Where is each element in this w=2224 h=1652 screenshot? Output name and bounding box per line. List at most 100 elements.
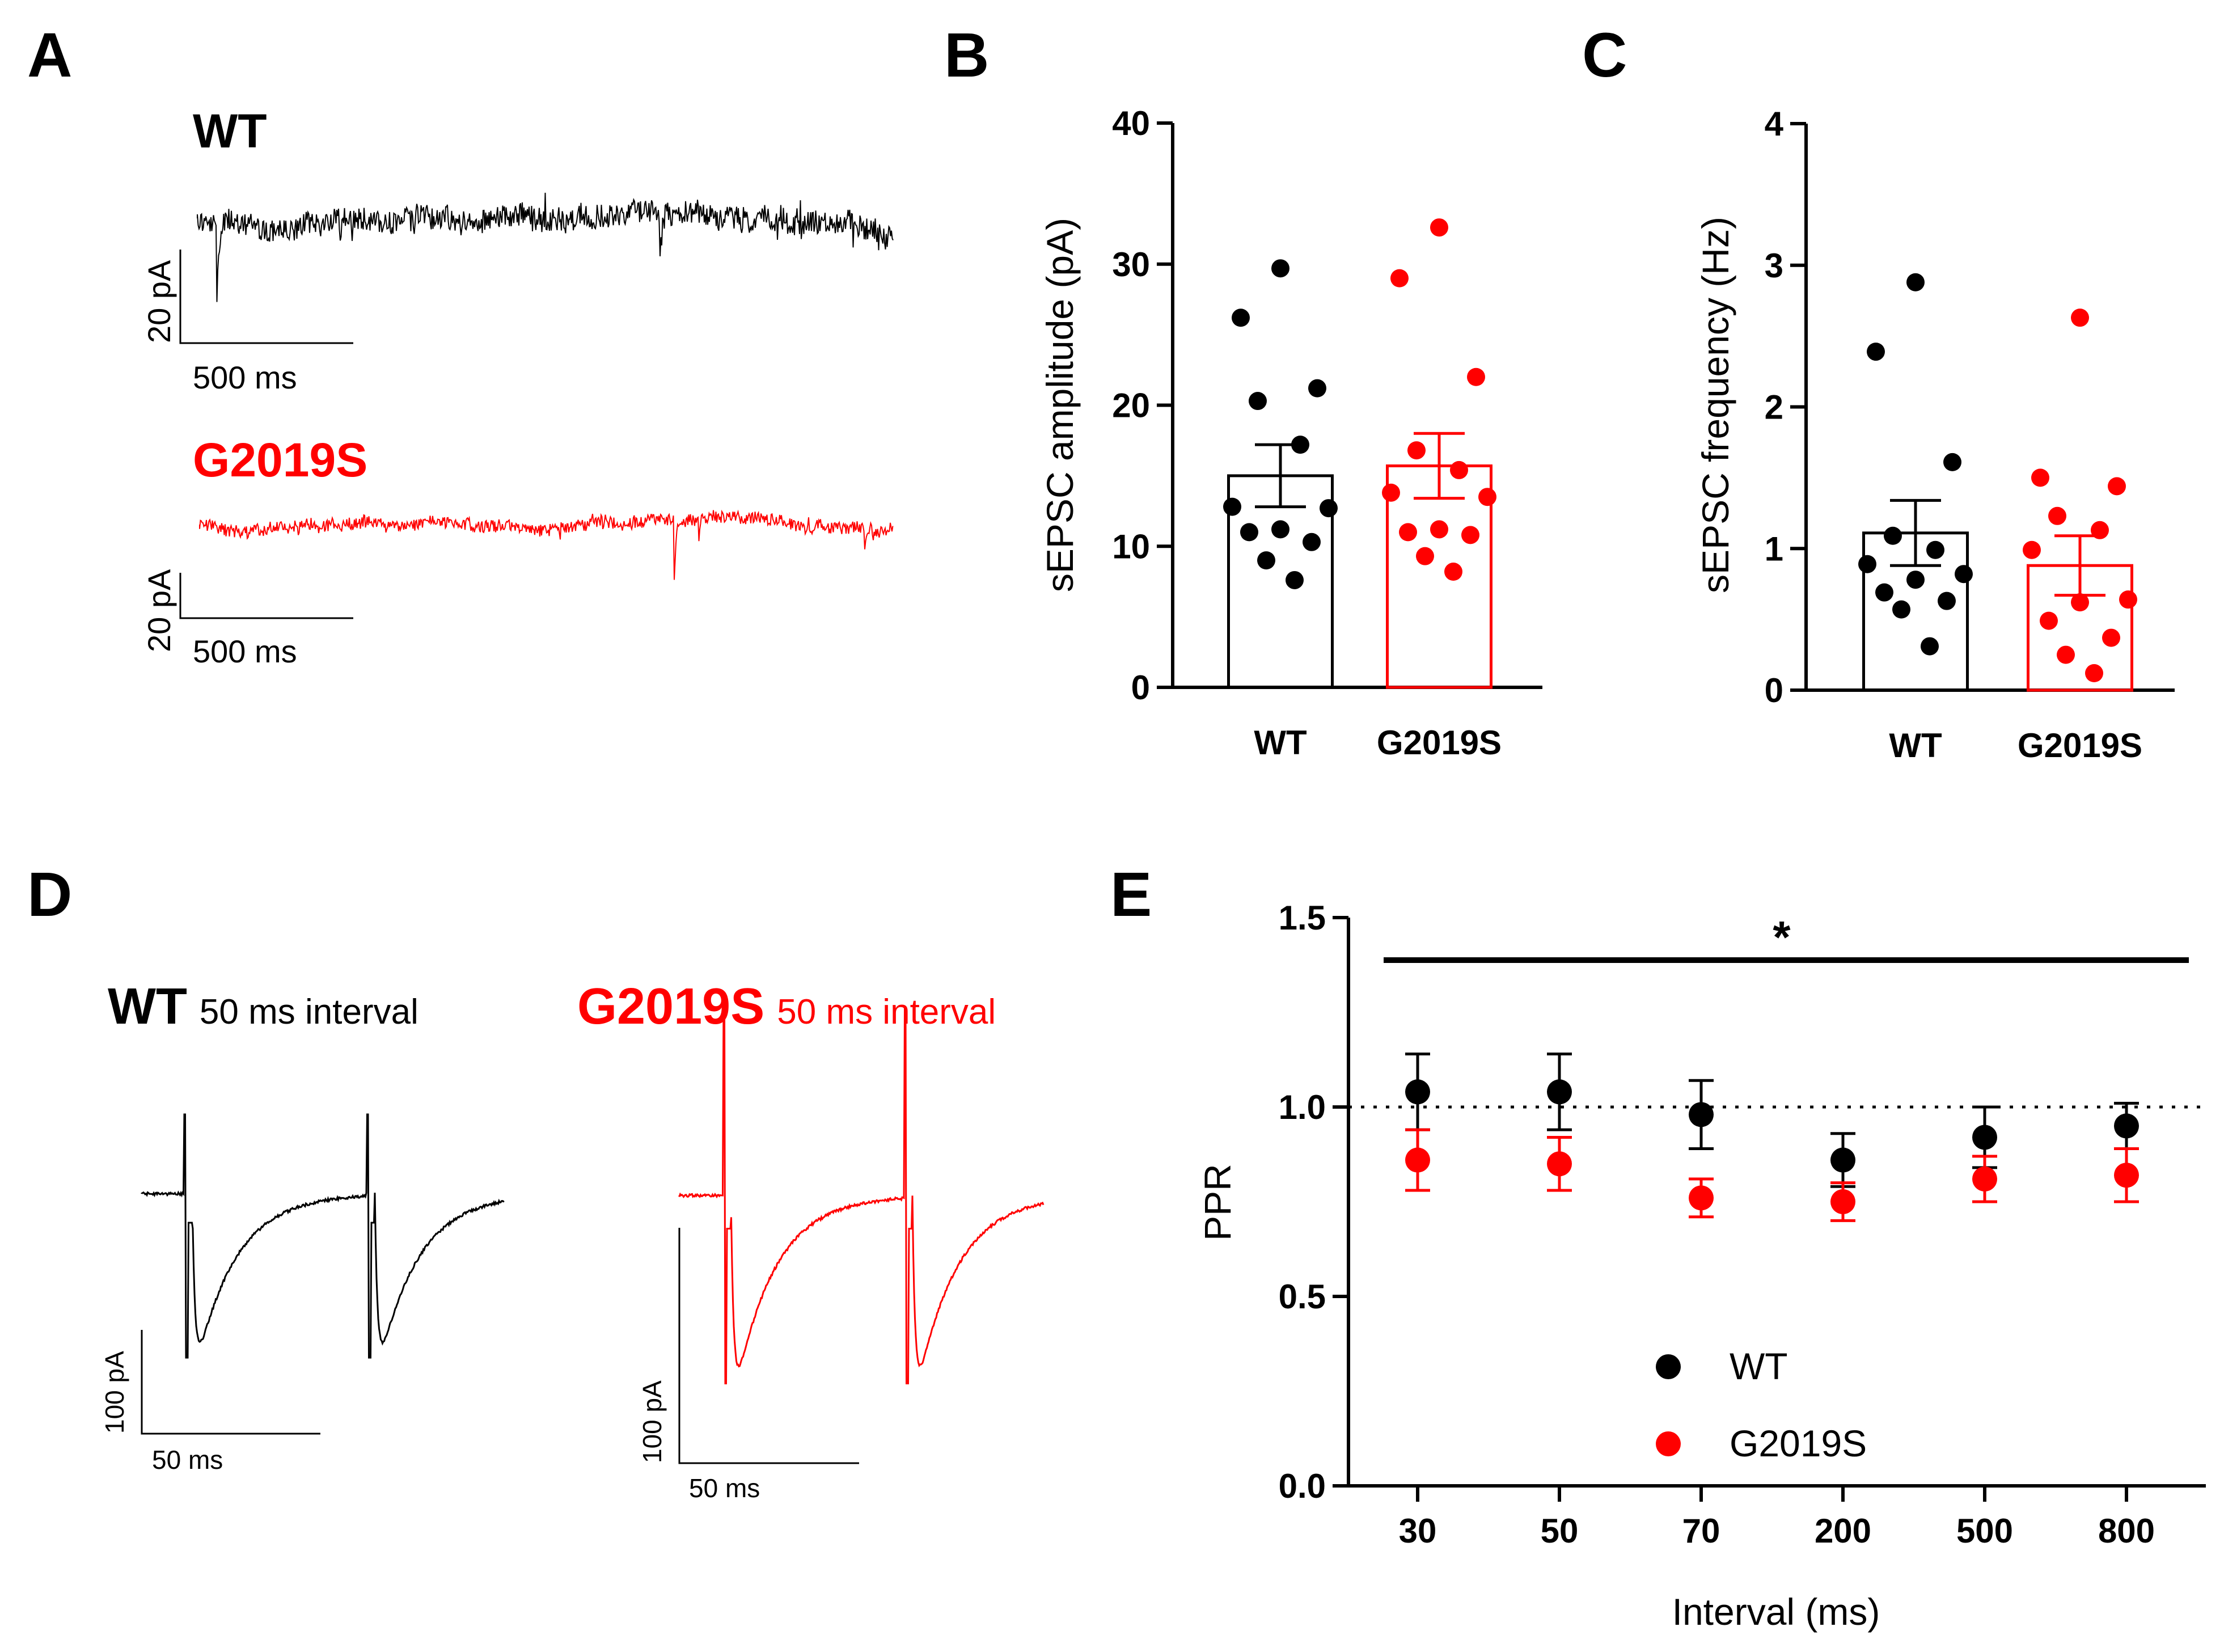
e-legend-marker-g2019s	[1656, 1431, 1681, 1456]
e-x-tick-label: 500	[1956, 1512, 2013, 1550]
c-y-tick-label: 0	[1765, 671, 1783, 709]
b-x-tick-g2019s: G2019S	[1377, 724, 1502, 762]
c-data-point-g2019s	[2108, 477, 2126, 496]
e-data-point-wt	[1405, 1079, 1430, 1105]
e-x-tick-label: 70	[1682, 1512, 1720, 1550]
c-data-point-g2019s	[2119, 590, 2137, 609]
g2019s-trace-scale-y: 20 pA	[141, 569, 177, 652]
e-x-axis-label: Interval (ms)	[1672, 1591, 1880, 1633]
b-data-point-g2019s	[1450, 460, 1468, 479]
b-data-point-wt	[1271, 520, 1289, 539]
c-data-point-wt	[1875, 583, 1893, 602]
e-x-tick-label: 30	[1399, 1512, 1437, 1550]
d-wt-paired-pulse-trace	[141, 1113, 505, 1359]
b-y-tick-label: 20	[1112, 387, 1150, 425]
c-y-tick-label: 4	[1765, 105, 1784, 143]
g2019s-trace-scale-x: 500 ms	[193, 633, 297, 669]
b-data-point-g2019s	[1467, 367, 1485, 386]
b-y-tick-label: 0	[1131, 669, 1150, 707]
e-legend-label-wt: WT	[1730, 1345, 1788, 1387]
e-data-point-g2019s	[1405, 1147, 1430, 1173]
b-data-point-wt	[1271, 259, 1289, 278]
c-data-point-g2019s	[2040, 611, 2058, 630]
c-data-point-wt	[1906, 571, 1925, 589]
panel-c: C sEPSC frequency (Hz) 0 1 2 3 4 WT G2019S	[1582, 20, 2175, 764]
wt-trace-scale-x: 500 ms	[193, 360, 297, 395]
c-data-point-wt	[1921, 637, 1939, 656]
e-legend: WT G2019S	[1656, 1345, 1867, 1464]
e-y-tick-label: 0.5	[1279, 1278, 1326, 1316]
b-data-point-wt	[1308, 379, 1326, 398]
d-wt-label-name: WT	[108, 978, 187, 1035]
e-x-tick-label: 200	[1815, 1512, 1871, 1550]
c-data-point-wt	[1884, 526, 1902, 545]
panel-label-a: A	[27, 20, 72, 90]
g2019s-sepsc-trace	[199, 509, 894, 580]
c-y-axis-label: sEPSC frequency (Hz)	[1694, 217, 1736, 593]
c-data-point-g2019s	[2031, 468, 2049, 487]
c-data-point-wt	[1892, 600, 1910, 619]
c-data-point-g2019s	[2085, 664, 2103, 683]
wt-sepsc-trace	[197, 192, 894, 302]
b-data-point-g2019s	[1399, 523, 1417, 542]
c-data-point-wt	[1943, 453, 1961, 471]
c-data-point-g2019s	[2071, 309, 2089, 327]
c-y-tick-label: 2	[1765, 388, 1783, 426]
b-y-tick-label: 10	[1112, 527, 1150, 565]
b-data-point-g2019s	[1430, 218, 1448, 237]
b-data-point-wt	[1232, 309, 1250, 327]
wt-trace-scale-y: 20 pA	[141, 260, 177, 343]
e-legend-label-g2019s: G2019S	[1730, 1422, 1867, 1464]
c-data-point-wt	[1926, 540, 1944, 559]
panel-e: E PPR Interval (ms) 0.0 0.5 1.0 1.5 30 50 70 2…	[1110, 860, 2206, 1633]
panel-label-c: C	[1582, 20, 1627, 90]
panel-b: B sEPSC amplitude (pA) 0 10 20 30 40 WT G201…	[944, 20, 1542, 762]
e-x-tick-label: 50	[1541, 1512, 1579, 1550]
b-data-point-g2019s	[1478, 488, 1496, 506]
d-g2019s-label-name: G2019S	[577, 978, 764, 1035]
b-data-point-wt	[1223, 497, 1241, 516]
d-wt-scale-x: 50 ms	[152, 1445, 223, 1474]
b-data-point-g2019s	[1407, 441, 1426, 460]
b-data-point-wt	[1320, 499, 1338, 518]
e-data-point-wt	[1830, 1147, 1855, 1173]
b-y-tick-label: 40	[1112, 104, 1150, 142]
c-data-point-wt	[1867, 343, 1885, 361]
b-data-point-wt	[1257, 551, 1275, 570]
g2019s-trace-label: G2019S	[193, 433, 367, 487]
d-g2019s-scale-x: 50 ms	[689, 1473, 760, 1503]
d-g2019s-scale-bar	[678, 1228, 859, 1464]
b-x-tick-wt: WT	[1254, 724, 1307, 762]
d-g2019s-label: G2019S 50 ms interval	[577, 978, 996, 1035]
c-y-tick-label: 3	[1765, 247, 1783, 285]
e-data-point-g2019s	[1830, 1189, 1855, 1214]
b-data-point-wt	[1240, 523, 1258, 542]
e-y-tick-label: 1.0	[1279, 1088, 1326, 1126]
e-data-point-wt	[1689, 1102, 1714, 1127]
e-y-axis-label: PPR	[1196, 1164, 1238, 1241]
b-data-point-wt	[1303, 533, 1321, 551]
e-y-tick-label: 1.5	[1279, 899, 1326, 937]
d-g2019s-scale-y: 100 pA	[637, 1380, 667, 1463]
b-data-point-wt	[1291, 436, 1309, 454]
e-data-point-wt	[2114, 1113, 2139, 1139]
d-wt-label: WT 50 ms interval	[108, 978, 418, 1035]
e-significance-star: *	[1773, 912, 1791, 962]
panel-a: A WT 20 pA 500 ms G2019S 20 pA 500 ms	[27, 20, 894, 669]
c-y-tick-label: 1	[1765, 530, 1783, 568]
e-x-tick-label: 800	[2098, 1512, 2155, 1550]
c-data-point-wt	[1858, 555, 1876, 573]
panel-d: D WT 50 ms interval G2019S 50 ms interval …	[27, 860, 1045, 1503]
b-y-axis-label: sEPSC amplitude (pA)	[1039, 218, 1081, 592]
e-legend-marker-wt	[1656, 1354, 1681, 1379]
c-x-tick-g2019s: G2019S	[2018, 726, 2142, 764]
c-data-point-g2019s	[2057, 645, 2075, 664]
wt-trace-scale-bar	[179, 250, 353, 344]
b-data-point-g2019s	[1416, 547, 1434, 565]
c-data-point-g2019s	[2071, 593, 2089, 612]
b-data-point-g2019s	[1430, 520, 1448, 539]
d-wt-scale-y: 100 pA	[100, 1351, 129, 1434]
b-data-point-g2019s	[1390, 269, 1409, 288]
c-data-point-wt	[1955, 565, 1973, 584]
